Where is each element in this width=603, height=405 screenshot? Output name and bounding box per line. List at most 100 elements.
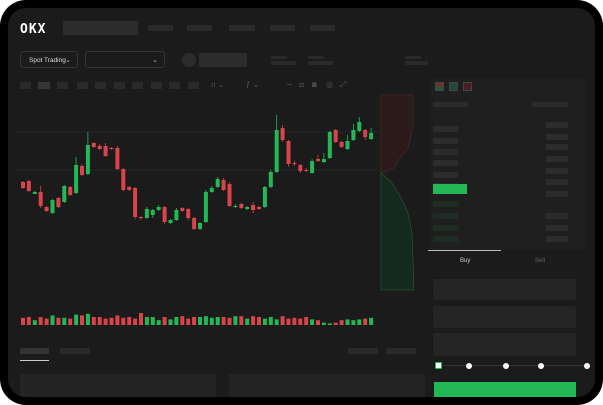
- orderbook-bids-icon[interactable]: [449, 82, 458, 91]
- candle-body: [26, 181, 31, 191]
- volume-bar: [310, 319, 315, 325]
- candle-body: [268, 172, 273, 187]
- ask-amount[interactable]: [546, 122, 568, 128]
- ask-amount[interactable]: [546, 168, 568, 174]
- interval-button[interactable]: [114, 82, 125, 89]
- candle-body: [74, 165, 79, 193]
- interval-button[interactable]: [20, 82, 31, 89]
- nav-item[interactable]: [270, 25, 295, 31]
- candle-body: [280, 128, 285, 140]
- pair-select[interactable]: ⌄: [85, 51, 165, 68]
- ask-price[interactable]: [433, 160, 458, 166]
- interval-button[interactable]: [151, 82, 162, 89]
- tab-sell[interactable]: Sell: [535, 258, 546, 264]
- bid-amount[interactable]: [546, 225, 568, 231]
- line-tool-icon[interactable]: ∼: [286, 80, 293, 89]
- candle-type-icon[interactable]: ıı ⌄: [211, 80, 225, 89]
- ask-price[interactable]: [433, 138, 458, 144]
- search-bar[interactable]: [63, 21, 138, 35]
- volume-bar: [304, 317, 309, 325]
- bid-price[interactable]: [433, 201, 458, 207]
- tab-buy[interactable]: Buy: [460, 258, 471, 264]
- candle-body: [257, 207, 261, 209]
- camera-icon[interactable]: ◙: [312, 80, 317, 89]
- volume-bar: [280, 316, 285, 325]
- ask-price[interactable]: [433, 172, 458, 178]
- candle-body: [133, 188, 138, 217]
- interval-button[interactable]: [188, 82, 199, 89]
- ruler-icon[interactable]: ⧄: [299, 80, 305, 89]
- interval-button[interactable]: [57, 82, 68, 89]
- volume-bar: [357, 319, 362, 325]
- amount-input[interactable]: [433, 306, 576, 328]
- settings-icon[interactable]: ◎: [326, 80, 333, 89]
- market-select[interactable]: Spot Trading ⌄: [20, 51, 78, 68]
- bid-price[interactable]: [433, 213, 458, 219]
- nav-item[interactable]: [229, 25, 255, 31]
- stat-label: [271, 56, 287, 59]
- chevron-down-icon: ⌄: [152, 57, 158, 64]
- indicator-icon[interactable]: ƒ ⌄: [246, 80, 260, 89]
- depth-asks-area: [380, 94, 414, 174]
- volume-bar: [162, 317, 167, 325]
- stat-value: [271, 61, 296, 65]
- fullscreen-icon[interactable]: ⤢: [340, 80, 347, 89]
- volume-bar: [133, 318, 138, 325]
- volume-bar: [174, 317, 179, 325]
- slider-handle[interactable]: [435, 362, 442, 369]
- candlestick-chart[interactable]: [8, 8, 428, 338]
- interval-button[interactable]: [77, 82, 88, 89]
- candle-body: [221, 180, 226, 190]
- ask-amount[interactable]: [546, 179, 568, 185]
- volume-bar: [150, 317, 155, 325]
- nav-item[interactable]: [148, 25, 173, 31]
- volume-bar: [274, 319, 279, 325]
- volume-bar: [192, 317, 197, 325]
- orderbook-both-icon[interactable]: [435, 82, 444, 91]
- slider-stop[interactable]: [466, 363, 472, 369]
- volume-bar: [321, 322, 326, 325]
- slider-stop[interactable]: [538, 363, 544, 369]
- volume-bar: [91, 317, 96, 325]
- filter-button[interactable]: [386, 348, 416, 354]
- candle-body: [316, 159, 320, 161]
- ask-price[interactable]: [433, 126, 458, 132]
- price-input[interactable]: [433, 279, 576, 300]
- slider-track[interactable]: [438, 365, 588, 366]
- ask-amount[interactable]: [546, 134, 568, 140]
- volume-bar: [74, 314, 79, 325]
- ask-amount[interactable]: [546, 144, 568, 150]
- volume-bar: [121, 317, 126, 325]
- stat-value: [405, 61, 428, 65]
- candle-body: [32, 192, 37, 194]
- interval-button-active[interactable]: [38, 82, 50, 89]
- slider-stop[interactable]: [584, 363, 590, 369]
- pair-price: [199, 53, 247, 67]
- ask-amount[interactable]: [546, 156, 568, 162]
- volume-bar: [227, 317, 232, 325]
- interval-button[interactable]: [169, 82, 180, 89]
- nav-item[interactable]: [310, 25, 335, 31]
- volume-bar: [68, 318, 73, 325]
- orderbook-asks-icon[interactable]: [463, 82, 472, 91]
- ask-price[interactable]: [433, 149, 458, 155]
- tab-order-history[interactable]: [60, 348, 90, 354]
- bid-amount[interactable]: [546, 213, 568, 219]
- interval-button[interactable]: [95, 82, 106, 89]
- bid-amount[interactable]: [546, 236, 568, 242]
- tab-open-orders[interactable]: [20, 348, 49, 354]
- total-input[interactable]: [433, 333, 576, 356]
- filter-button[interactable]: [348, 348, 378, 354]
- buy-button[interactable]: [434, 382, 576, 397]
- bid-price[interactable]: [433, 236, 458, 242]
- okx-logo[interactable]: OKX: [20, 22, 47, 37]
- candle-body: [180, 208, 185, 211]
- bid-price[interactable]: [433, 225, 458, 231]
- ask-amount[interactable]: [546, 191, 568, 197]
- slider-stop[interactable]: [503, 363, 509, 369]
- nav-item[interactable]: [187, 25, 212, 31]
- candle-body: [121, 169, 126, 190]
- candle-body: [209, 188, 214, 192]
- interval-button[interactable]: [132, 82, 143, 89]
- active-tab-indicator: [20, 360, 49, 361]
